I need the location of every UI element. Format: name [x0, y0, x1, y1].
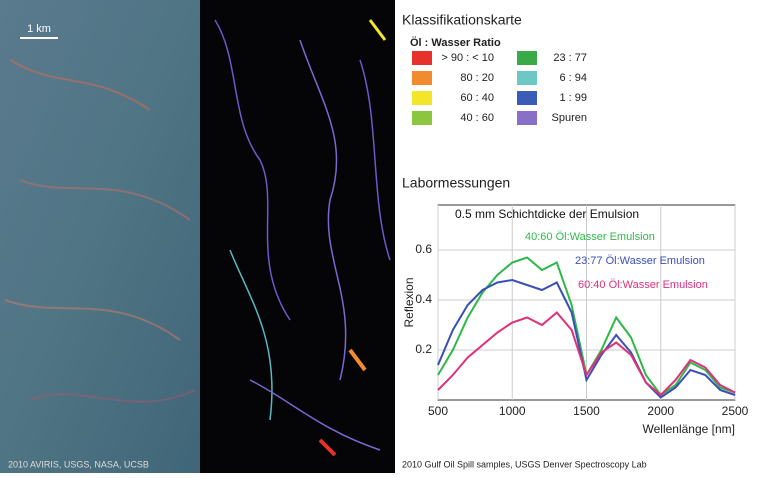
- image-credit: 2010 AVIRIS, USGS, NASA, UCSB: [8, 459, 149, 469]
- legend-swatch: [517, 91, 537, 105]
- legend-label: 6 : 94: [559, 72, 587, 84]
- legend-subtitle: Öl : Wasser Ratio: [410, 36, 501, 49]
- x-axis-label: Wellenlänge [nm]: [643, 422, 736, 436]
- chart-title: Labormessungen: [402, 175, 510, 191]
- legend-swatch: [517, 111, 537, 125]
- legend-swatch: [517, 71, 537, 85]
- legend-swatch: [412, 51, 432, 65]
- classification-image: [200, 0, 395, 473]
- legend-label: 80 : 20: [460, 72, 494, 84]
- legend-label: 1 : 99: [559, 92, 587, 104]
- x-tick-label: 1500: [573, 404, 600, 418]
- legend-label: > 90 : < 10: [441, 52, 494, 64]
- legend-label: Spuren: [552, 112, 587, 124]
- legend-label: 40 : 60: [460, 112, 494, 124]
- legend-label: 60:40 Öl:Wasser Emulsion: [578, 279, 708, 291]
- x-tick-label: 2500: [722, 404, 749, 418]
- footer: 2010 Gulf Oil Spill samples, USGS Denver…: [402, 459, 647, 469]
- legend-label: 23 : 77: [553, 52, 587, 64]
- x-tick-label: 1000: [499, 404, 526, 418]
- y-tick-label: 0.6: [415, 242, 432, 256]
- y-tick-label: 0.2: [415, 342, 432, 356]
- annotation: 0.5 mm Schichtdicke der Emulsion: [455, 207, 639, 221]
- x-tick-label: 500: [428, 404, 448, 418]
- y-axis-label: Reflexion: [402, 277, 416, 327]
- legend-title: Klassifikationskarte: [402, 12, 522, 28]
- legend-swatch: [517, 51, 537, 65]
- x-tick-label: 2000: [647, 404, 674, 418]
- y-tick-label: 0.4: [415, 292, 432, 306]
- legend-label: 60 : 40: [460, 92, 494, 104]
- legend-swatch: [412, 91, 432, 105]
- page: 1 km 2010 AVIRIS, USGS, NASA, UCSB Klass…: [0, 0, 764, 473]
- legend-swatch: [412, 71, 432, 85]
- scale-label: 1 km: [27, 23, 51, 35]
- legend-label: 23:77 Öl:Wasser Emulsion: [575, 255, 705, 267]
- legend-swatch: [412, 111, 432, 125]
- legend-label: 40:60 Öl:Wasser Emulsion: [525, 231, 655, 243]
